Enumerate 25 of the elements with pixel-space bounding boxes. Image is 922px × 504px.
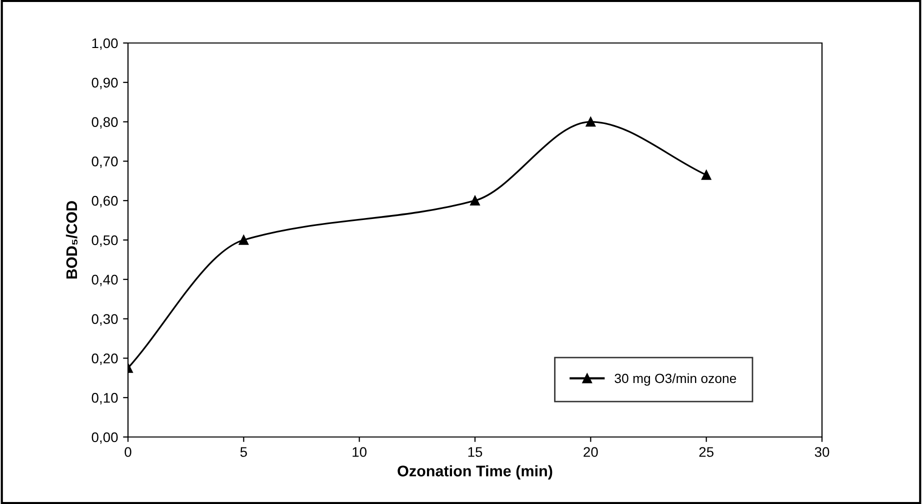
x-tick-label: 10	[352, 447, 367, 457]
y-tick-label: 0,40	[92, 274, 118, 286]
x-tick-label: 0	[124, 447, 132, 457]
y-tick-label: 1,00	[92, 38, 118, 50]
x-tick-label: 30	[814, 447, 830, 457]
x-axis-title: Ozonation Time (min)	[398, 465, 552, 480]
x-tick-label: 20	[584, 447, 598, 457]
y-tick-label: 0,90	[92, 78, 118, 90]
y-tick-label: 0,60	[92, 196, 118, 208]
point	[238, 235, 249, 245]
y-tick-label: 0,70	[92, 156, 118, 168]
x-tick-label: 15	[468, 447, 482, 457]
y-tick-label: 0,50	[92, 235, 118, 247]
point	[701, 170, 712, 180]
y-tick-label: 0,00	[92, 432, 118, 444]
y-tick-label: 0,80	[92, 117, 118, 129]
x-tick-label: 25	[699, 447, 714, 457]
y-tick-label: 0,10	[92, 392, 118, 404]
legend-label: 30 mg O3/min ozone	[614, 373, 736, 386]
y-tick-label: 0,30	[92, 314, 118, 326]
y-axis-title: BOD₅/COD	[66, 201, 78, 279]
x-tick-label: 5	[240, 447, 247, 457]
point	[470, 196, 480, 206]
point	[586, 116, 596, 127]
y-tick-label: 0,20	[92, 354, 118, 366]
